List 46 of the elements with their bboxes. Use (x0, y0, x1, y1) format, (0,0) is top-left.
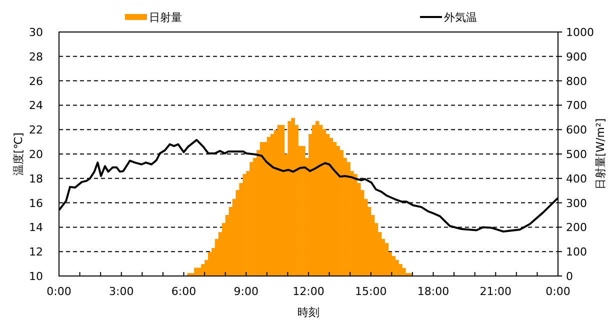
bar (398, 264, 402, 276)
y2-tick-label: 700 (566, 99, 587, 112)
legend-label: 日射量 (149, 11, 182, 24)
y-axis-title: 温度[℃] (12, 132, 25, 176)
legend-外気温: 外気温 (420, 11, 477, 24)
y-tick-label: 26 (29, 74, 43, 88)
y-tick-label: 28 (29, 50, 43, 64)
x-tick-label: 12:00 (292, 285, 324, 298)
x-tick-label: 15:00 (355, 285, 387, 298)
y-tick-label: 20 (29, 148, 43, 161)
bar (288, 121, 292, 276)
bar (384, 243, 389, 276)
y-tick-label: 30 (29, 26, 43, 39)
y-tick-label: 22 (29, 124, 43, 137)
x-tick-label: 3:00 (109, 285, 134, 298)
y2-tick-label: 1000 (566, 26, 594, 39)
y2-tick-label: 500 (566, 148, 587, 161)
x-tick-label: 6:00 (171, 285, 196, 298)
y-tick-label: 14 (29, 221, 43, 234)
y-tick-label: 24 (29, 99, 43, 112)
x-axis-title: 時刻 (298, 306, 320, 319)
y-tick-label: 18 (29, 172, 43, 186)
y2-tick-label: 100 (566, 246, 587, 259)
y-tick-label: 12 (29, 246, 43, 259)
y2-axis-title: 日射量[W/m²] (594, 118, 607, 190)
y2-tick-label: 200 (566, 221, 587, 234)
x-tick-label: 0:00 (546, 285, 570, 298)
x-tick-label: 21:00 (480, 285, 512, 298)
x-tick-label: 9:00 (234, 285, 258, 298)
y2-tick-label: 600 (566, 124, 587, 137)
y-tick-label: 16 (29, 196, 43, 210)
bar (392, 256, 396, 276)
y2-tick-label: 400 (566, 172, 587, 186)
legend-label: 外気温 (444, 11, 477, 24)
bar (395, 260, 399, 276)
bar (208, 252, 212, 276)
bar (194, 268, 198, 276)
bar (402, 268, 406, 276)
y2-tick-label: 0 (566, 270, 573, 283)
y2-tick-label: 900 (566, 50, 587, 64)
y-tick-label: 10 (29, 270, 43, 283)
legend-日射量: 日射量 (125, 11, 182, 24)
y2-tick-label: 800 (566, 74, 587, 88)
x-tick-label: 0:00 (46, 285, 72, 298)
x-tick-label: 18:00 (417, 285, 450, 298)
y2-tick-label: 300 (566, 196, 587, 210)
